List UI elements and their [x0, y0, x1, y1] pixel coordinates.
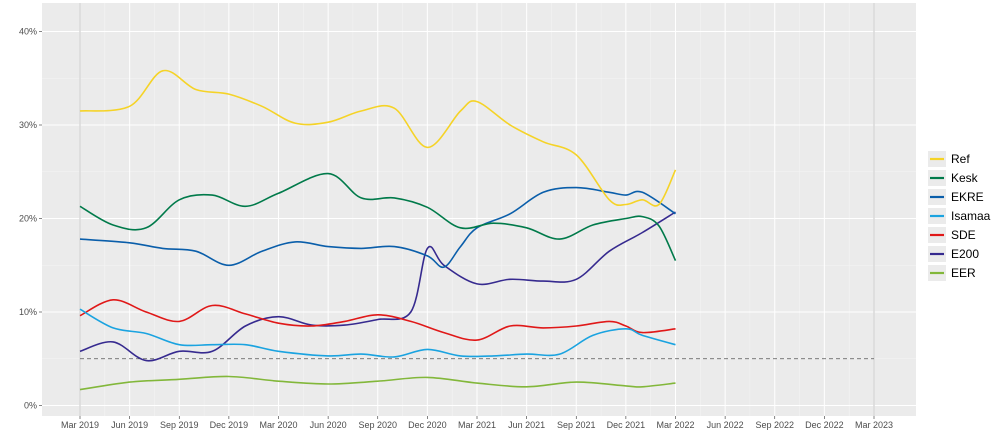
x-tick-label: Sep 2022 — [755, 420, 794, 430]
y-tick-label: 30% — [19, 120, 37, 130]
series-line-sde — [79, 298, 676, 341]
series-line-ekre — [79, 186, 676, 269]
legend-label-ref: Ref — [951, 152, 970, 166]
x-tick-label: Mar 2023 — [855, 420, 893, 430]
y-tick-label: 20% — [19, 214, 37, 224]
y-tick-label: 10% — [19, 307, 37, 317]
series-line-e200 — [79, 211, 676, 362]
series-line-isamaa — [79, 308, 676, 358]
grid-major — [42, 3, 916, 416]
x-tick-label: Mar 2021 — [458, 420, 496, 430]
x-axis: Mar 2019 Jun 2019 Sep 2019 Dec 2019 Mar 2020… — [61, 416, 893, 430]
legend-label-eer: EER — [951, 266, 976, 280]
series-line-kesk — [79, 172, 677, 261]
legend: Ref Kesk EKRE Isamaa SDE E200 EER — [925, 148, 995, 285]
legend-label-ekre: EKRE — [951, 190, 984, 204]
grid-minor — [42, 3, 916, 416]
x-tick-label: Dec 2022 — [805, 420, 844, 430]
legend-label-e200: E200 — [951, 247, 979, 261]
x-tick-label: Sep 2020 — [358, 420, 397, 430]
x-tick-label: Mar 2019 — [61, 420, 99, 430]
legend-label-isamaa: Isamaa — [951, 209, 991, 223]
y-axis: 0% 10% 20% 30% 40% — [19, 27, 42, 411]
x-tick-label: Jun 2020 — [310, 420, 347, 430]
legend-label-sde: SDE — [951, 228, 976, 242]
series-line-ref — [79, 69, 677, 207]
x-tick-label: Mar 2020 — [259, 420, 297, 430]
x-tick-label: Jun 2022 — [707, 420, 744, 430]
x-tick-label: Dec 2020 — [408, 420, 447, 430]
x-tick-label: Dec 2021 — [607, 420, 646, 430]
series-lines — [79, 69, 677, 391]
x-tick-label: Dec 2019 — [210, 420, 249, 430]
y-tick-label: 0% — [24, 401, 37, 411]
x-tick-label: Jun 2021 — [508, 420, 545, 430]
x-tick-label: Jun 2019 — [111, 420, 148, 430]
series-line-eer — [79, 375, 676, 391]
x-tick-label: Mar 2022 — [656, 420, 694, 430]
x-tick-label: Sep 2019 — [160, 420, 199, 430]
plot-background — [42, 3, 916, 416]
y-tick-label: 40% — [19, 27, 37, 37]
x-tick-label: Sep 2021 — [557, 420, 596, 430]
legend-label-kesk: Kesk — [951, 171, 979, 185]
